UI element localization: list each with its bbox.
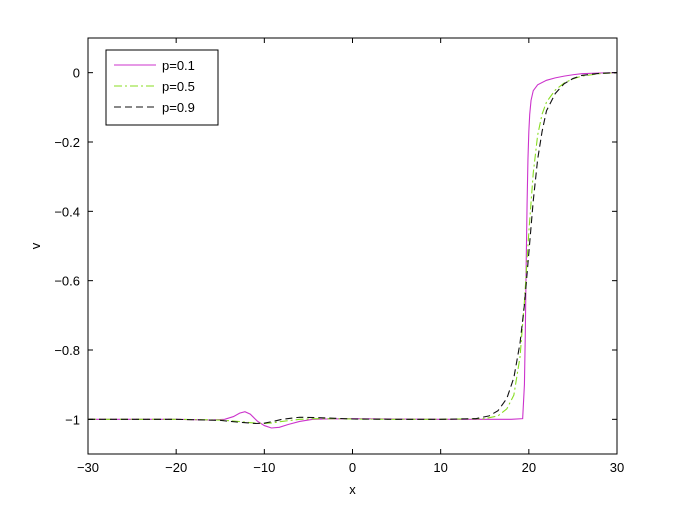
y-tick-label: −0.4 — [54, 204, 80, 219]
x-tick-label: −20 — [165, 460, 187, 475]
series-line-1 — [88, 72, 618, 429]
y-tick-label: 0 — [73, 66, 80, 81]
x-tick-label: 0 — [349, 460, 356, 475]
x-tick-label: −30 — [77, 460, 99, 475]
legend-label: p=0.9 — [162, 100, 195, 115]
series-line-3 — [88, 72, 618, 425]
y-axis-label: v — [28, 242, 43, 249]
y-tick-label: −0.2 — [54, 135, 80, 150]
legend-box — [105, 49, 219, 126]
x-tick-label: 30 — [610, 460, 624, 475]
axes-layer: −30 −20 −10 0 10 20 30 0 −0.2 −0.4 −0.6 −0.8 −1 — [54, 38, 624, 475]
y-tick-label: −0.6 — [54, 274, 80, 289]
x-tick-label: −10 — [253, 460, 275, 475]
x-tick-label: 20 — [522, 460, 536, 475]
series-layer — [88, 72, 618, 429]
y-tick-label: −1 — [65, 412, 80, 427]
y-tick-label: −0.8 — [54, 343, 80, 358]
legend: p=0.1 p=0.5 p=0.9 — [105, 49, 219, 126]
x-tick-label: 10 — [433, 460, 447, 475]
x-axis-label: x — [349, 482, 356, 497]
legend-label: p=0.5 — [162, 79, 195, 94]
legend-label: p=0.1 — [162, 58, 195, 73]
